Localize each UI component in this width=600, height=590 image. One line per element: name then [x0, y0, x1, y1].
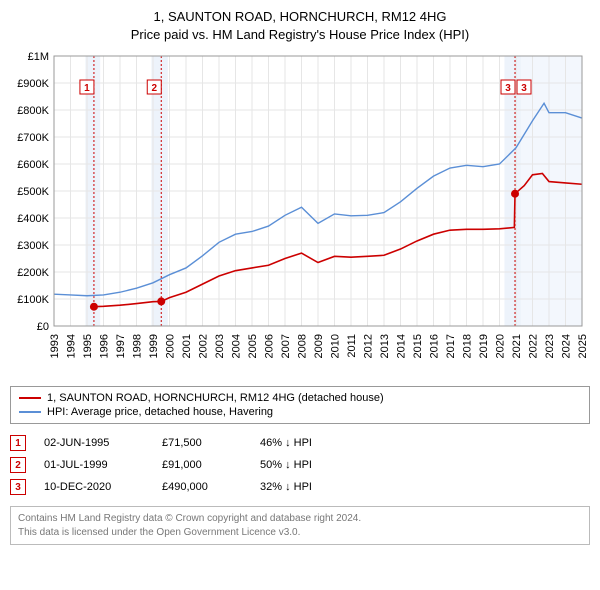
legend-item: HPI: Average price, detached house, Have…: [19, 405, 581, 419]
svg-text:2023: 2023: [544, 334, 556, 358]
svg-text:2003: 2003: [214, 334, 226, 358]
sale-row: 3 10-DEC-2020 £490,000 32% ↓ HPI: [10, 476, 590, 498]
sale-marker-icon: 1: [10, 435, 26, 451]
svg-text:1: 1: [84, 83, 90, 94]
svg-text:2019: 2019: [478, 334, 490, 358]
svg-text:£400K: £400K: [17, 213, 49, 225]
legend-label: 1, SAUNTON ROAD, HORNCHURCH, RM12 4HG (d…: [47, 392, 384, 404]
svg-text:2016: 2016: [428, 334, 440, 358]
chart-area: £0 £100K £200K £300K £400K £500K £600K £700K £80…: [10, 50, 590, 380]
sale-date: 02-JUN-1995: [44, 437, 144, 449]
sale-marker-icon: 3: [10, 479, 26, 495]
svg-text:2014: 2014: [395, 334, 407, 358]
svg-text:£500K: £500K: [17, 186, 49, 198]
legend-swatch: [19, 411, 41, 413]
svg-text:2024: 2024: [560, 334, 572, 358]
svg-text:2001: 2001: [181, 334, 193, 358]
svg-text:2022: 2022: [527, 334, 539, 358]
svg-text:£1M: £1M: [28, 51, 49, 63]
svg-text:1994: 1994: [65, 334, 77, 358]
sale-price: £490,000: [162, 481, 242, 493]
svg-text:£200K: £200K: [17, 267, 49, 279]
svg-text:2010: 2010: [329, 334, 341, 358]
svg-text:2002: 2002: [197, 334, 209, 358]
legend: 1, SAUNTON ROAD, HORNCHURCH, RM12 4HG (d…: [10, 386, 590, 424]
sale-price: £71,500: [162, 437, 242, 449]
svg-text:2013: 2013: [379, 334, 391, 358]
sale-delta: 46% ↓ HPI: [260, 437, 360, 449]
svg-text:£600K: £600K: [17, 159, 49, 171]
svg-text:3: 3: [521, 83, 527, 94]
svg-text:2012: 2012: [362, 334, 374, 358]
svg-text:£900K: £900K: [17, 78, 49, 90]
svg-text:2017: 2017: [445, 334, 457, 358]
sale-date: 10-DEC-2020: [44, 481, 144, 493]
sale-marker-icon: 2: [10, 457, 26, 473]
svg-text:1996: 1996: [98, 334, 110, 358]
svg-text:£700K: £700K: [17, 132, 49, 144]
sale-delta: 50% ↓ HPI: [260, 459, 360, 471]
svg-text:£300K: £300K: [17, 240, 49, 252]
svg-text:1995: 1995: [82, 334, 94, 358]
svg-text:2021: 2021: [511, 334, 523, 358]
svg-text:2011: 2011: [346, 334, 358, 358]
sale-row: 2 01-JUL-1999 £91,000 50% ↓ HPI: [10, 454, 590, 476]
footer-line-2: This data is licensed under the Open Gov…: [18, 526, 582, 540]
sale-delta: 32% ↓ HPI: [260, 481, 360, 493]
svg-text:2020: 2020: [494, 334, 506, 358]
svg-text:2004: 2004: [230, 334, 242, 358]
sale-date: 01-JUL-1999: [44, 459, 144, 471]
attribution-footer: Contains HM Land Registry data © Crown c…: [10, 506, 590, 545]
sales-list: 1 02-JUN-1995 £71,500 46% ↓ HPI 2 01-JUL-1999…: [10, 432, 590, 498]
legend-item: 1, SAUNTON ROAD, HORNCHURCH, RM12 4HG (d…: [19, 391, 581, 405]
sale-price: £91,000: [162, 459, 242, 471]
svg-text:£0: £0: [37, 321, 49, 333]
chart-title-2: Price paid vs. HM Land Registry's House …: [10, 26, 590, 44]
svg-text:£800K: £800K: [17, 105, 49, 117]
svg-text:2007: 2007: [280, 334, 292, 358]
footer-line-1: Contains HM Land Registry data © Crown c…: [18, 512, 582, 526]
svg-text:2018: 2018: [461, 334, 473, 358]
line-chart: £0 £100K £200K £300K £400K £500K £600K £700K £80…: [10, 50, 590, 380]
svg-text:1999: 1999: [148, 334, 160, 358]
svg-text:1993: 1993: [49, 334, 61, 358]
svg-text:2015: 2015: [412, 334, 424, 358]
svg-text:2009: 2009: [313, 334, 325, 358]
svg-text:2005: 2005: [247, 334, 259, 358]
svg-text:3: 3: [505, 83, 511, 94]
svg-text:2006: 2006: [263, 334, 275, 358]
sale-row: 1 02-JUN-1995 £71,500 46% ↓ HPI: [10, 432, 590, 454]
legend-label: HPI: Average price, detached house, Have…: [47, 406, 273, 418]
svg-text:2025: 2025: [577, 334, 589, 358]
svg-text:2008: 2008: [296, 334, 308, 358]
svg-text:1997: 1997: [115, 334, 127, 358]
svg-text:£100K: £100K: [17, 294, 49, 306]
svg-text:1998: 1998: [131, 334, 143, 358]
svg-text:2000: 2000: [164, 334, 176, 358]
legend-swatch: [19, 397, 41, 399]
chart-title-1: 1, SAUNTON ROAD, HORNCHURCH, RM12 4HG: [10, 8, 590, 26]
svg-text:2: 2: [151, 83, 157, 94]
